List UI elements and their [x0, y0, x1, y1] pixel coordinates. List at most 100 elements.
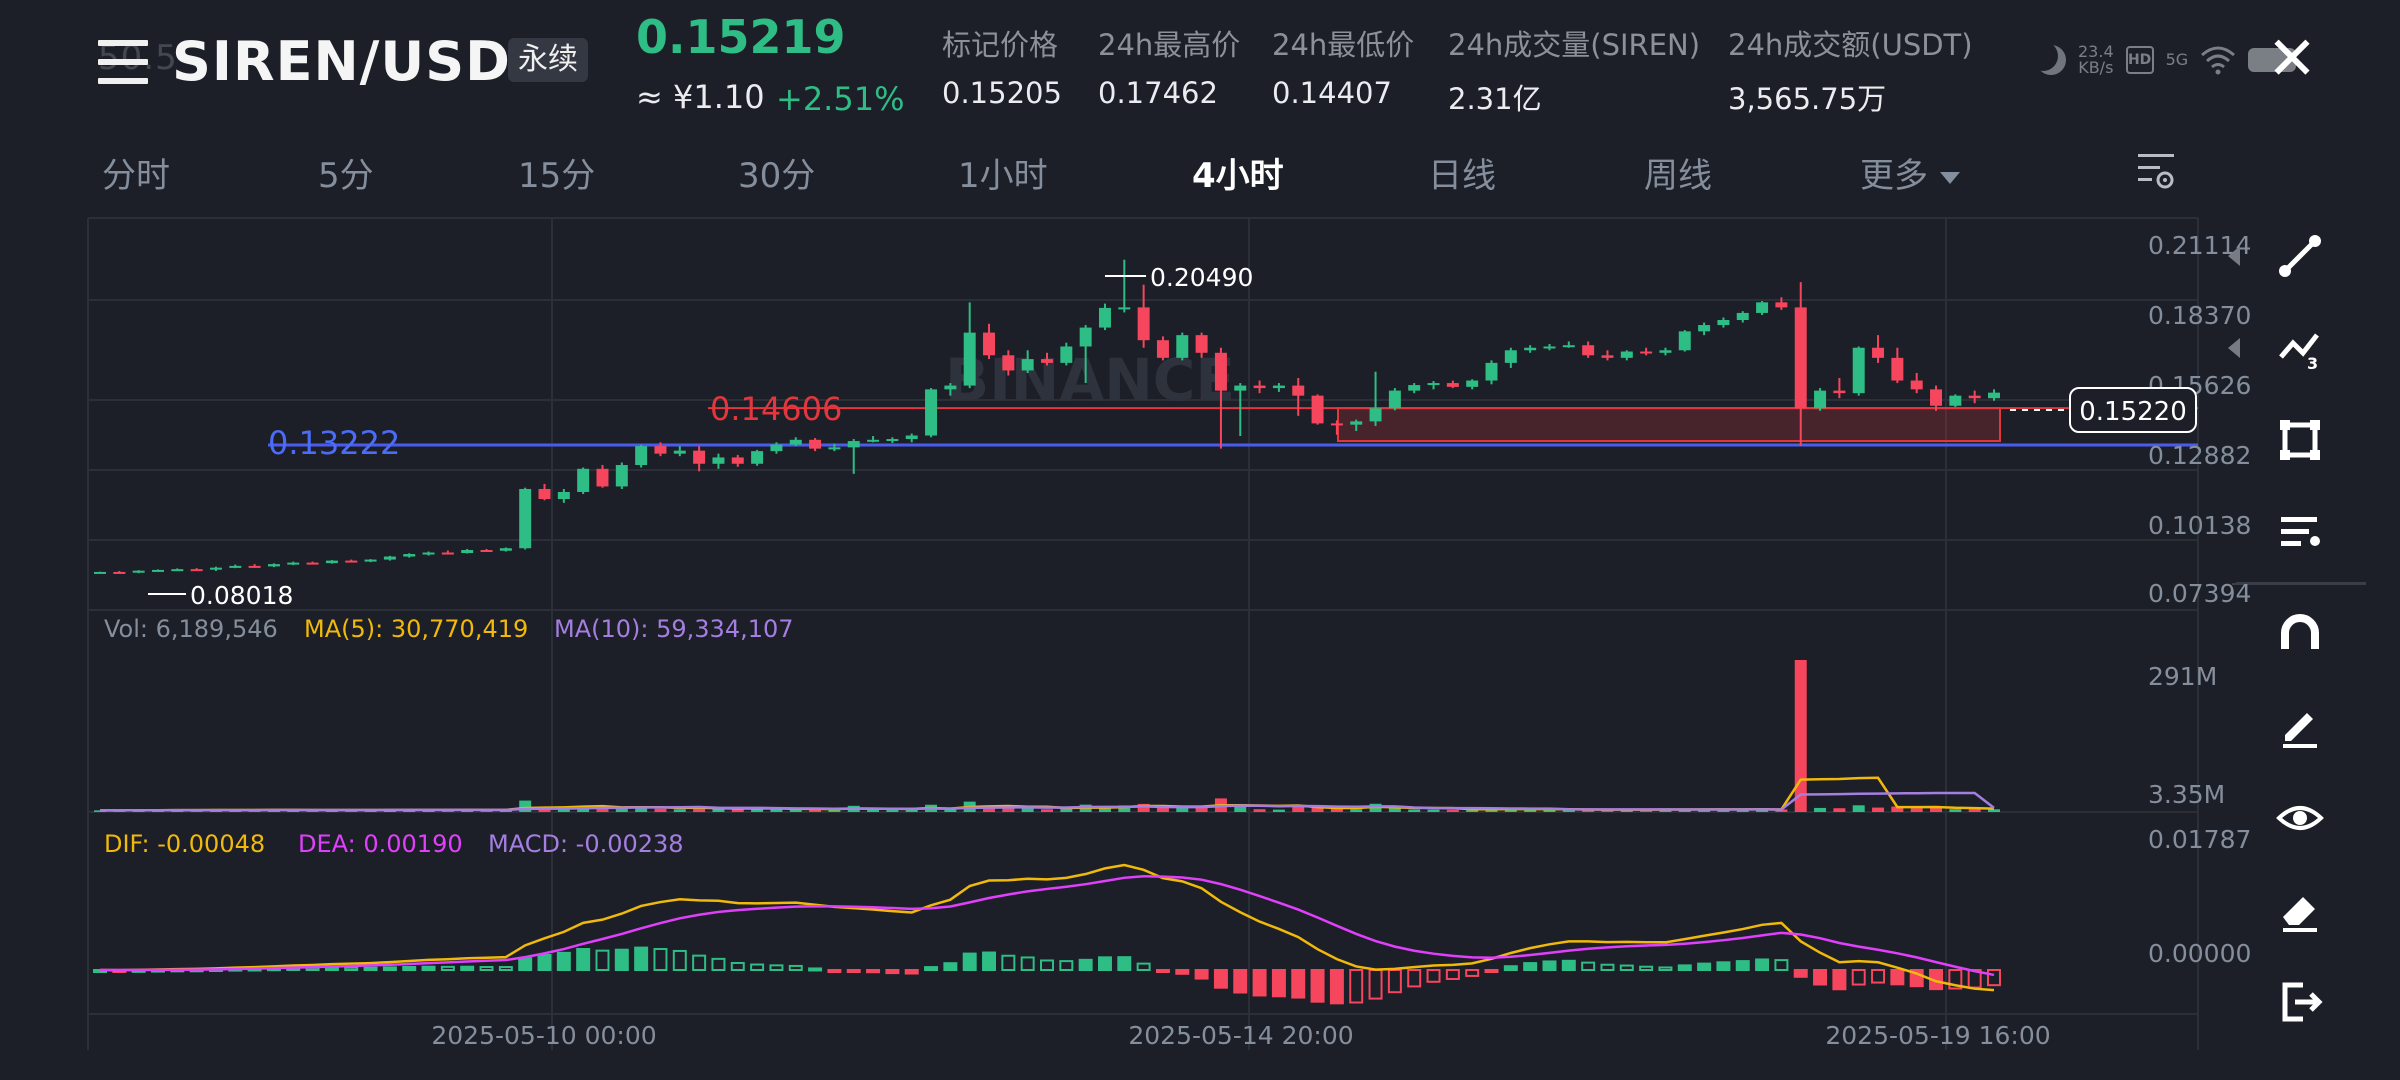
tab-1d[interactable]: 日线	[1428, 156, 1496, 196]
candle-body	[905, 435, 918, 440]
tab-time-sharing[interactable]: 分时	[102, 156, 170, 196]
tab-1h[interactable]: 1小时	[958, 156, 1048, 196]
tab-more[interactable]: 更多	[1860, 148, 1960, 197]
macd-histogram-bar	[634, 946, 649, 971]
volume-bar	[557, 808, 570, 812]
candle-body	[654, 446, 667, 454]
volume-bar	[1872, 807, 1885, 812]
volume-bar	[1408, 809, 1421, 812]
volume-bar	[1814, 807, 1827, 812]
macd-dea-line	[99, 874, 1995, 977]
candle-body	[886, 439, 899, 442]
candle-body	[1968, 395, 1981, 399]
tab-5m[interactable]: 5分	[318, 156, 374, 196]
trend-line-tool[interactable]	[2228, 220, 2364, 292]
exit-drawing-tool[interactable]	[2236, 966, 2364, 1038]
stat-24h-low: 24h最低价 0.14407	[1272, 22, 1414, 110]
volume-ma10-legend: MA(10): 59,334,107	[554, 615, 794, 643]
stat-label: 标记价格	[942, 28, 1059, 62]
candle-body	[364, 559, 377, 562]
tab-4h[interactable]: 4小时	[1192, 156, 1284, 196]
stat-mark-price: 标记价格 0.15205	[942, 22, 1062, 110]
candle-body	[1852, 347, 1865, 394]
candle-body	[1524, 347, 1537, 351]
blue-line-label: 0.13222	[268, 424, 400, 462]
candle-body	[1272, 385, 1285, 389]
candle-body	[1041, 359, 1053, 363]
macd-histogram-bar	[1097, 956, 1112, 971]
volume-axis-top: 291M	[2148, 662, 2217, 691]
volume-bar	[944, 809, 957, 812]
candle-body	[1060, 346, 1073, 363]
candle-body	[151, 569, 164, 572]
macd-histogram-bar	[1175, 969, 1190, 975]
multi-line-tool[interactable]: 3	[2228, 312, 2364, 384]
time-axis-label: 2025-05-10 00:00	[431, 1021, 656, 1050]
macd-histogram-bar	[1735, 960, 1750, 971]
volume-bar	[809, 808, 822, 812]
volume-bar	[828, 809, 841, 812]
candle-body	[1079, 327, 1092, 347]
eraser-tool[interactable]	[2236, 874, 2364, 946]
candle-body	[1678, 331, 1691, 351]
volume-bar	[731, 808, 744, 812]
candle-body	[461, 550, 474, 554]
macd-histogram-bar	[1523, 962, 1538, 972]
macd-dea-legend: DEA: 0.00190	[298, 830, 463, 858]
volume-bar	[1253, 809, 1266, 812]
close-icon[interactable]: ✕	[2266, 24, 2318, 94]
tab-1w[interactable]: 周线	[1644, 156, 1712, 196]
candle-body	[1137, 307, 1150, 341]
macd-histogram-bar	[1851, 969, 1866, 986]
macd-axis-top: 0.01787	[2148, 825, 2251, 854]
volume-bars	[94, 660, 2000, 812]
macd-histogram-bar	[1542, 960, 1557, 972]
macd-histogram-bar	[1426, 969, 1441, 983]
menu-icon[interactable]	[98, 40, 148, 84]
macd-histogram-bar	[324, 966, 339, 972]
candle-body	[963, 332, 976, 386]
macd-histogram-bar	[1310, 969, 1325, 1003]
macd-histogram-bar	[1445, 969, 1460, 980]
pencil-tool[interactable]	[2236, 690, 2364, 762]
macd-histogram-bar	[537, 953, 552, 972]
macd-histogram-bar	[982, 951, 997, 972]
volume-bar	[519, 800, 532, 812]
volume-bar	[654, 808, 667, 812]
volume-bar	[1311, 806, 1324, 812]
macd-dif-line	[99, 863, 1995, 992]
price-range-box	[1337, 407, 2001, 443]
volume-bar	[1736, 809, 1749, 812]
candle-body	[557, 492, 570, 500]
macd-histogram-bar	[1252, 969, 1267, 997]
stat-label: 24h成交量(SIREN)	[1448, 28, 1701, 62]
rectangle-tool[interactable]	[2236, 404, 2364, 476]
tab-30m[interactable]: 30分	[738, 156, 816, 196]
candle-body	[229, 565, 242, 568]
macd-histogram-bar	[769, 964, 784, 972]
volume-bar	[1968, 809, 1981, 812]
macd-histogram-bar	[1271, 969, 1286, 998]
volume-bar	[596, 807, 609, 812]
tab-15m[interactable]: 15分	[518, 156, 596, 196]
volume-bar	[1118, 805, 1131, 812]
volume-bar	[1388, 807, 1401, 812]
volume-bar	[789, 809, 802, 812]
cny-price: ≈ ¥1.10	[636, 78, 765, 116]
chart-settings-icon[interactable]	[2136, 150, 2176, 194]
contract-type-badge: 永续	[508, 38, 588, 82]
stat-value: 3,565.75万	[1728, 82, 1887, 116]
visibility-tool[interactable]	[2236, 782, 2364, 854]
candle-body	[1794, 307, 1807, 409]
macd-histogram-bar	[1020, 956, 1035, 971]
candle-body	[1717, 320, 1730, 326]
trading-pair-symbol[interactable]: SIREN/USDT	[172, 30, 549, 93]
candle-body	[1640, 351, 1653, 354]
fib-tool[interactable]	[2236, 496, 2364, 568]
chart-grid	[87, 217, 2366, 1050]
magnet-tool[interactable]	[2236, 598, 2364, 670]
volume-bar	[635, 807, 648, 812]
macd-histogram-bar	[1136, 962, 1151, 971]
candle-body	[1910, 380, 1923, 390]
